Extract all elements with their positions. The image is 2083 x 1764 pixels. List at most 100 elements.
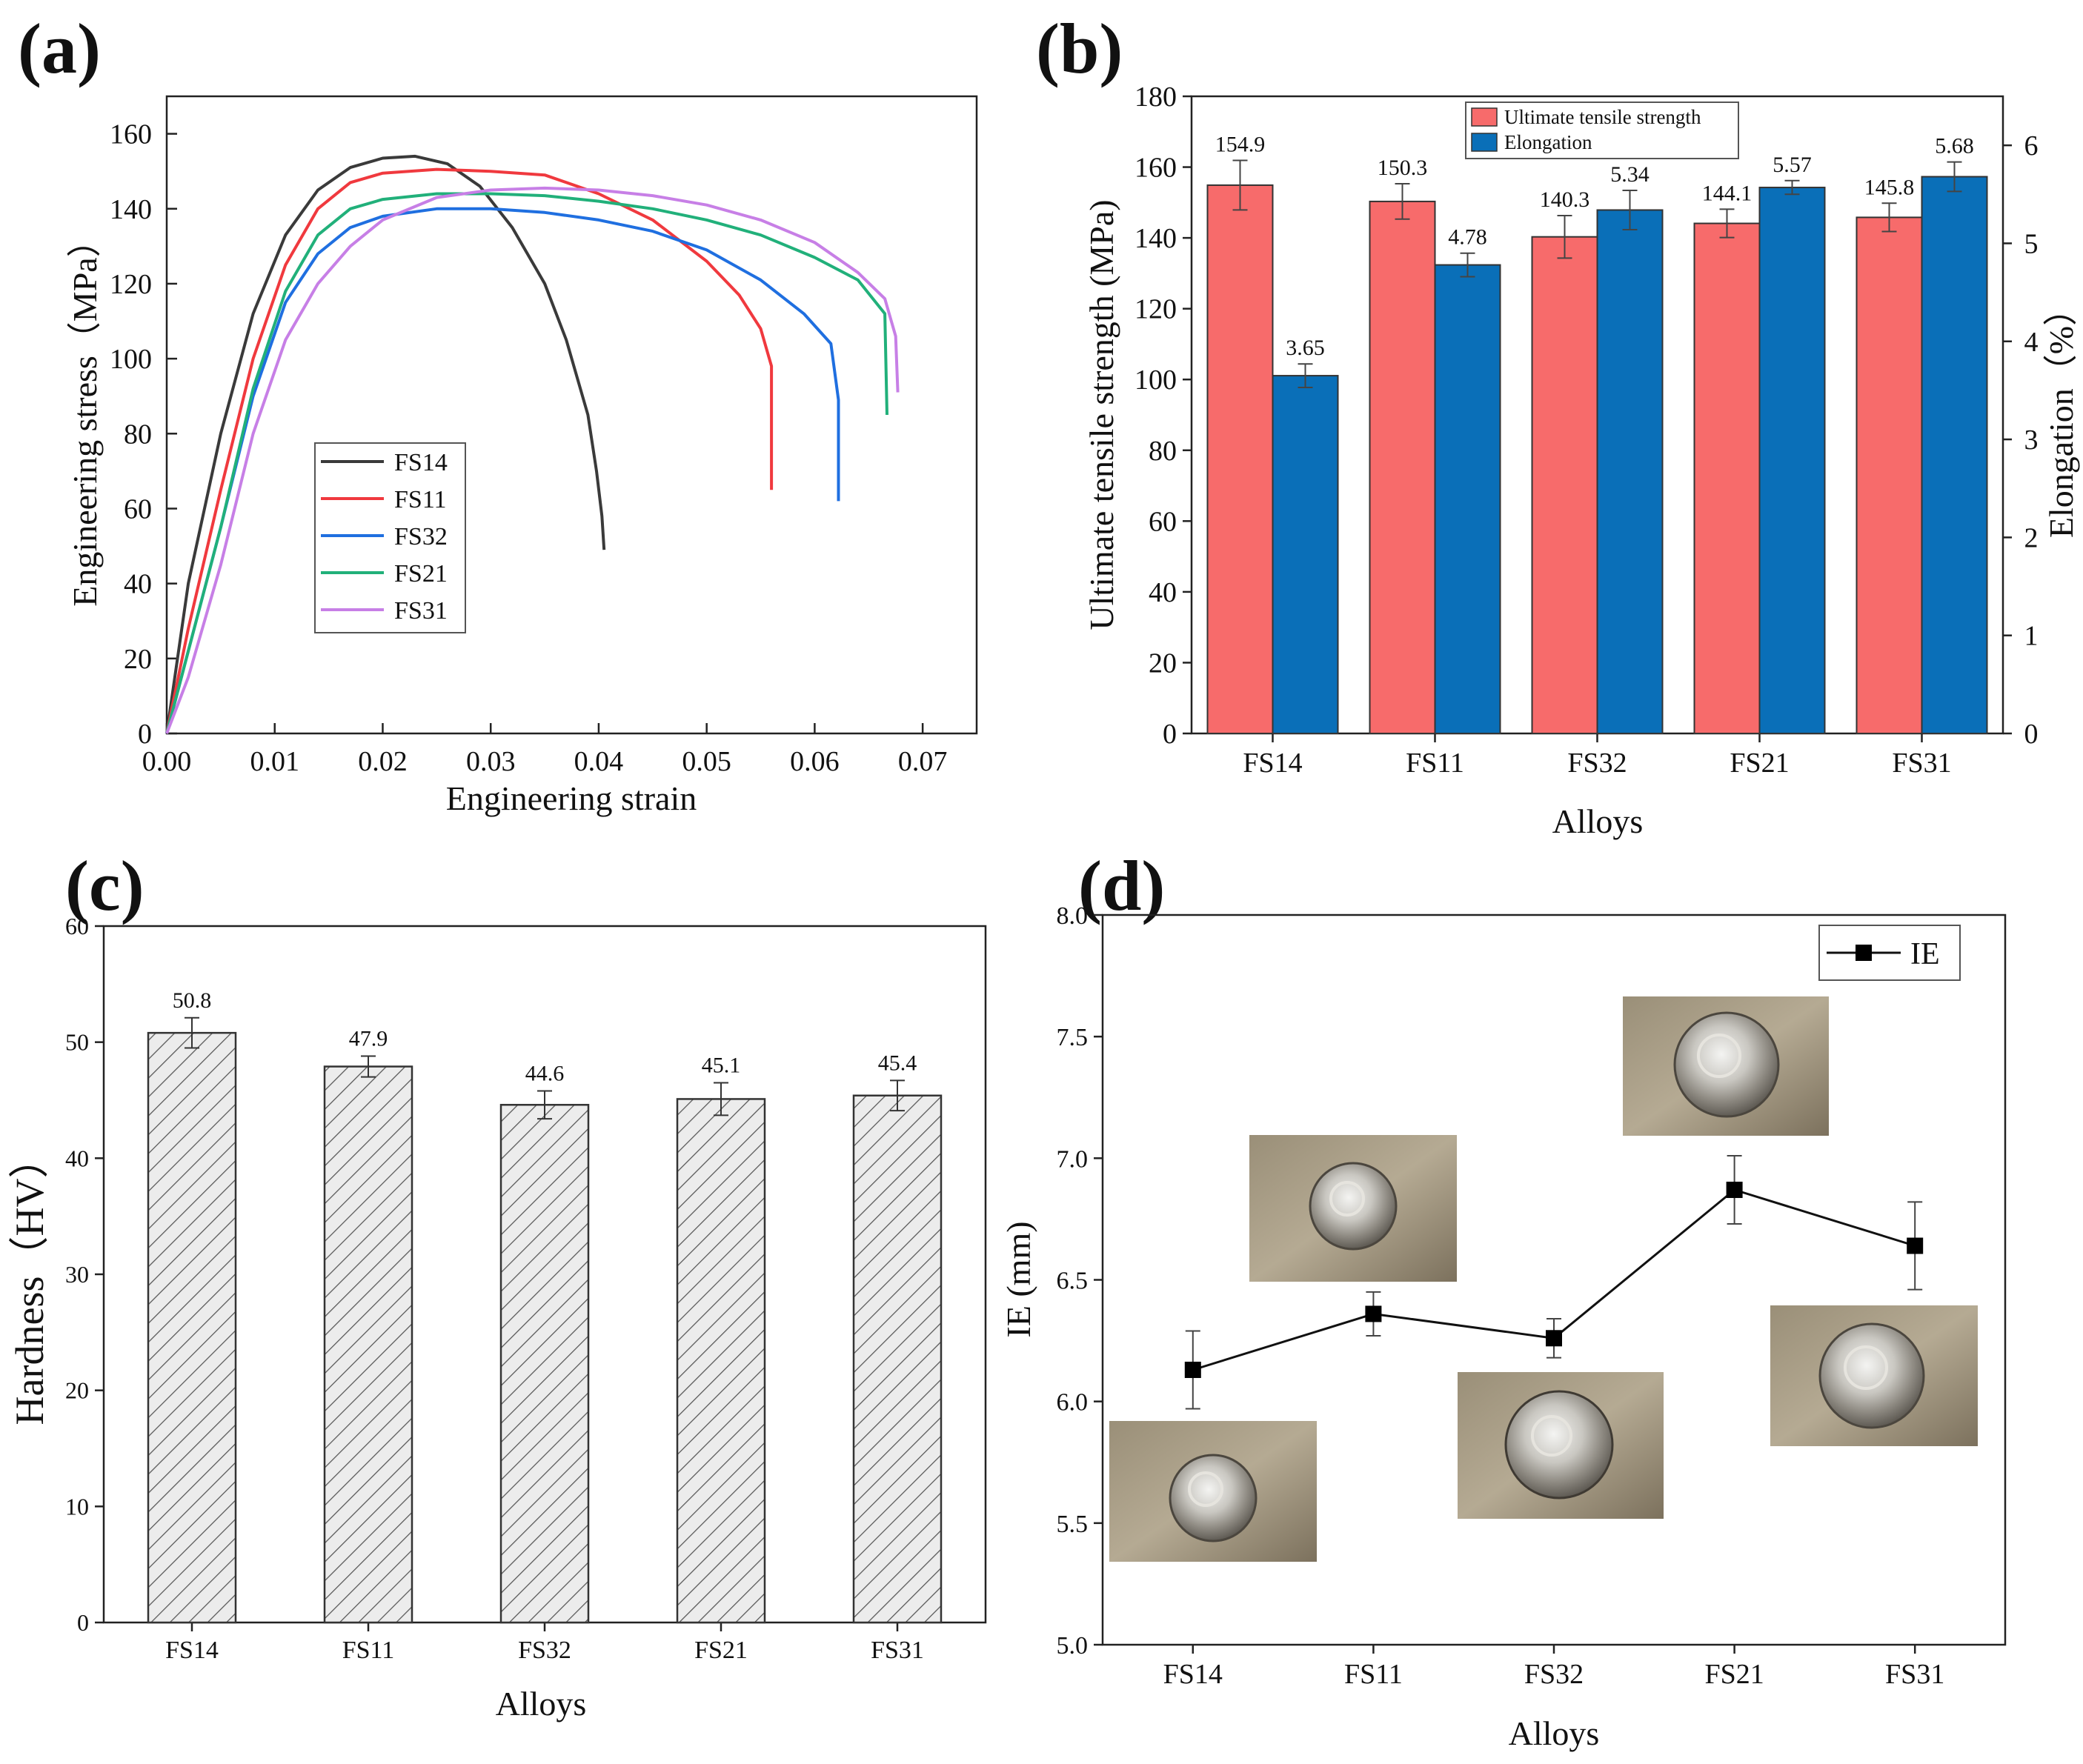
legend-marker-ie [1856,945,1872,961]
y-tick-label-b: 0 [1163,719,1177,750]
value-label-hardness-fs14: 50.8 [173,988,212,1013]
y-tick-label-d: 7.0 [1057,1145,1089,1173]
bar-uts-fs21 [1693,222,1761,734]
y-tick-label-d: 5.0 [1057,1632,1089,1660]
panel-label-c: (c) [65,846,144,925]
bar-uts-fs14 [1206,184,1274,734]
x-tick-label-d: FS11 [1344,1659,1403,1690]
y-tick-label-b: 100 [1134,365,1177,396]
y-tick-label-b: 160 [1134,153,1177,184]
x-tick-label-d: FS31 [1885,1659,1944,1690]
series-line-fs31 [165,186,900,734]
y-tick-label-c: 30 [65,1261,89,1288]
y-tick-label-b: 60 [1149,506,1177,537]
legend-label-fs32: FS32 [394,523,448,550]
bar-hardness-fs11 [323,1065,413,1624]
x-tick-label-b: FS31 [1892,748,1951,779]
legend-box-b [1465,101,1739,159]
series-lines-a [165,154,900,734]
legend-label-elongation: Elongation [1504,131,1592,153]
y-tick-label-a: 60 [124,493,152,525]
value-label-elongation-fs31: 5.68 [1935,134,1974,159]
value-label-hardness-fs11: 47.9 [349,1026,388,1051]
ie-series-d [1184,1155,1924,1410]
y-tick-label-d: 5.5 [1057,1511,1089,1538]
y-tick-label-a: 40 [124,569,152,600]
y-tick-label-a: 160 [110,119,152,150]
y-axis-title-right-b: Elongation（%） [2042,292,2080,538]
series-line-fs11 [165,167,774,734]
x-tick-label-a: 0.06 [790,746,840,777]
legend-box-a [314,442,466,633]
y-tick-label-b: 80 [1149,436,1177,467]
panel-label-d: (d) [1078,846,1165,925]
x-tick-label-a: 0.07 [898,746,948,777]
value-label-uts-fs32: 140.3 [1540,187,1590,212]
panel-a-stress-strain-chart: (a) 0.00 0.01 0.02 0.03 0.04 0.05 0.06 0.07 0 20… [18,9,978,817]
value-label-uts-fs14: 154.9 [1215,132,1266,156]
legend-label-fs14: FS14 [394,449,448,476]
panel-label-b: (b) [1036,9,1123,88]
legend-label-ie: IE [1910,937,1940,971]
y-ticks-c: 0 10 20 30 40 50 60 [65,913,104,1636]
y-tick-label-c: 0 [77,1609,89,1636]
x-tick-label-d: FS14 [1163,1659,1223,1690]
bar-elongation-fs32 [1596,209,1664,734]
x-tick-label-c: FS21 [694,1637,748,1664]
series-line-fs32 [165,207,840,734]
sample-photo-fs32 [1458,1372,1664,1519]
legend-b: Ultimate tensile strength Elongation [1465,101,1739,159]
legend-label-fs11: FS11 [394,486,447,513]
y-tick-label-right-b: 6 [2024,130,2039,162]
bar-hardness-fs21 [676,1098,766,1624]
y-tick-label-c: 40 [65,1145,89,1171]
y-tick-label-a: 120 [110,269,152,300]
ie-point-fs32 [1546,1330,1562,1347]
y-tick-label-b: 20 [1149,648,1177,679]
y-tick-label-a: 20 [124,644,152,675]
bar-uts-fs11 [1369,200,1436,734]
legend-label-uts: Ultimate tensile strength [1504,106,1701,128]
x-tick-label-c: FS14 [165,1637,219,1664]
bar-elongation-fs14 [1272,375,1339,734]
legend-swatch-uts [1471,107,1498,127]
ie-point-fs14 [1184,1361,1201,1378]
value-label-hardness-fs31: 45.4 [878,1051,917,1075]
y-ticks-right-b: 0 1 2 3 4 5 6 [2003,130,2039,750]
y-axis-title-c: Hardness（HV） [7,1139,52,1425]
legend-a: FS14 FS11 FS32 FS21 FS31 [314,442,466,633]
legend-label-fs31: FS31 [394,597,448,625]
ie-point-fs11 [1365,1305,1382,1322]
x-tick-label-a: 0.05 [682,746,731,777]
value-label-elongation-fs32: 5.34 [1610,162,1650,187]
bar-uts-fs32 [1531,236,1598,734]
y-tick-label-a: 80 [124,419,152,450]
ie-point-fs31 [1907,1237,1924,1254]
x-tick-label-a: 0.04 [574,746,624,777]
panel-c-hardness-chart: (c) 0 10 20 30 40 50 60 FS14 FS11 FS32 FS21 FS31 5… [7,846,987,1723]
y-tick-label-b: 180 [1134,81,1177,113]
x-axis-title-b: Alloys [1552,802,1644,840]
y-tick-label-d: 7.5 [1057,1024,1089,1051]
x-ticks-b: FS14 FS11 FS32 FS21 FS31 [1243,733,1952,779]
legend-label-fs21: FS21 [394,560,448,588]
bar-hardness-fs32 [499,1104,590,1624]
value-label-uts-fs21: 144.1 [1702,181,1753,205]
y-tick-label-right-b: 5 [2024,228,2039,259]
y-ticks-left-b: 0 20 40 60 80 100 120 140 160 180 [1134,81,1192,750]
bar-elongation-fs21 [1758,187,1826,735]
x-tick-label-c: FS31 [871,1637,924,1664]
y-tick-label-a: 140 [110,194,152,225]
value-label-hardness-fs32: 44.6 [525,1061,565,1085]
legend-swatch-elongation [1471,133,1498,152]
series-line-fs21 [165,192,888,734]
value-label-elongation-fs14: 3.65 [1286,336,1325,360]
bar-uts-fs31 [1856,216,1923,734]
y-axis-title-b: Ultimate tensile strength (MPa) [1083,199,1120,630]
y-tick-label-a: 100 [110,344,152,375]
y-tick-label-d: 6.5 [1057,1268,1089,1295]
legend-d: IE [1818,925,1961,981]
sample-photo-fs21 [1623,996,1829,1136]
bars-c: 50.8 47.9 44.6 45.1 45.4 [147,988,943,1624]
bar-hardness-fs31 [852,1094,943,1624]
